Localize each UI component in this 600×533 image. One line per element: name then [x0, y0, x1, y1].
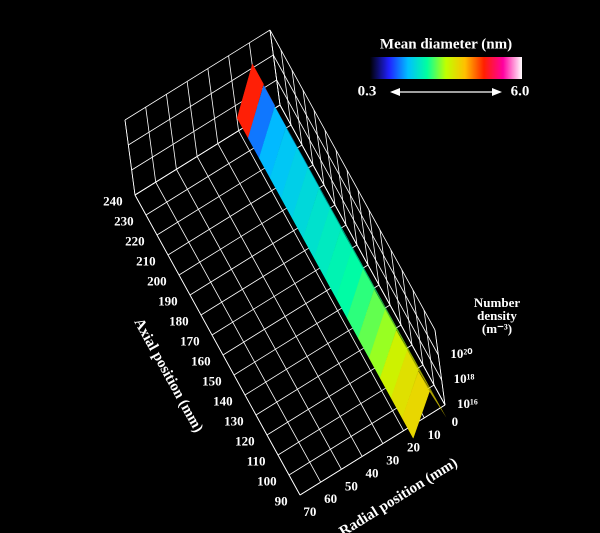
grid-line: [128, 54, 274, 146]
x-tick-label: 170: [180, 334, 200, 349]
x-tick-label: 110: [247, 454, 266, 469]
grid-line: [228, 55, 239, 131]
surface-back: [352, 248, 381, 298]
box-edge: [124, 29, 271, 121]
surface-back: [330, 208, 359, 258]
grid-line: [124, 119, 136, 196]
surface-front: [258, 106, 287, 179]
grid-line: [279, 104, 446, 406]
grid-line: [412, 289, 424, 366]
x-tick-label: 130: [224, 414, 244, 429]
surface-back: [396, 330, 425, 378]
grid-line: [324, 129, 336, 206]
grid-line: [379, 229, 391, 306]
grid-line: [145, 107, 157, 183]
grid-line: [272, 54, 439, 356]
grid-line: [186, 81, 198, 157]
y-tick-label: 50: [345, 478, 358, 493]
grid-line: [313, 109, 325, 186]
y-tick-label: 20: [407, 440, 420, 455]
grid-line: [166, 94, 177, 170]
grid-line: [217, 143, 384, 444]
grid-line: [390, 249, 402, 326]
z-axis-label: Number: [474, 295, 520, 310]
surface-front: [236, 63, 264, 139]
grid-line: [207, 68, 219, 144]
y-tick-label: 60: [324, 491, 337, 506]
x-tick-label: 180: [169, 314, 189, 329]
surface-front: [390, 349, 419, 419]
x-tick-label: 240: [103, 194, 123, 209]
grid-line: [134, 194, 301, 496]
grid-line: [423, 309, 435, 386]
surface-back: [374, 289, 403, 338]
y-tick-label: 30: [386, 453, 399, 468]
grid-line: [196, 156, 363, 457]
grid-line: [302, 89, 314, 166]
x-tick-label: 160: [191, 354, 211, 369]
arrow-head: [492, 88, 502, 96]
grid-line: [176, 169, 342, 470]
grid-line: [291, 69, 303, 146]
x-tick-label: 150: [202, 374, 222, 389]
surface-back: [407, 350, 436, 398]
surface-back: [363, 268, 392, 318]
grid-line: [280, 49, 292, 126]
grid-line: [299, 404, 446, 496]
colorbar: [370, 57, 522, 79]
y-tick-label: 0: [452, 414, 459, 429]
surface-front: [247, 84, 275, 159]
z-axis-label: density: [477, 308, 517, 323]
x-tick-label: 220: [125, 234, 145, 249]
x-tick-label: 230: [114, 214, 134, 229]
z-axis-label: (m⁻³): [482, 321, 512, 336]
grid-line: [269, 29, 281, 106]
grid-line: [276, 79, 443, 381]
x-tick-label: 190: [158, 294, 178, 309]
surface-back: [418, 371, 447, 418]
grid-line: [401, 269, 413, 346]
z-tick-label: 10¹⁶: [457, 396, 478, 411]
z-tick-label: 10¹⁸: [454, 371, 475, 386]
y-tick-label: 10: [428, 427, 441, 442]
x-tick-label: 100: [257, 474, 277, 489]
y-tick-label: 70: [303, 504, 316, 519]
grid-line: [368, 209, 380, 286]
grid-line: [357, 189, 369, 266]
surface-back: [341, 228, 370, 278]
grid-line: [238, 130, 404, 431]
x-tick-label: 90: [275, 494, 288, 509]
colorbar-title: Mean diameter (nm): [380, 36, 512, 52]
surface-back: [385, 309, 414, 358]
x-tick-label: 200: [147, 274, 167, 289]
colorbar-tick-label: 0.3: [358, 83, 377, 99]
grid-line: [434, 329, 446, 406]
y-tick-label: 40: [366, 465, 379, 480]
box-edge: [269, 29, 436, 331]
x-tick-label: 210: [136, 254, 156, 269]
z-tick-label: 10²⁰: [450, 346, 473, 361]
x-tick-label: 140: [213, 394, 233, 409]
grid-line: [155, 181, 322, 483]
surface-back: [319, 188, 348, 238]
grid-line: [346, 169, 358, 246]
colorbar-tick-label: 6.0: [511, 83, 530, 99]
x-tick-label: 120: [235, 434, 255, 449]
arrow-head: [390, 88, 400, 96]
grid-line: [335, 149, 347, 226]
surface-front: [401, 370, 430, 439]
